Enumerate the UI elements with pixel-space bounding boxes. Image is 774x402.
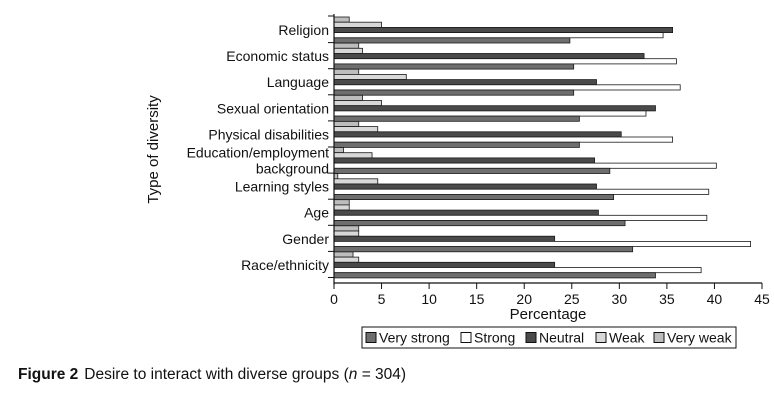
bar-religion-very-strong (333, 37, 571, 44)
bar-sexual-orientation-weak (333, 100, 382, 107)
bar-economic-status-very-strong (333, 63, 575, 70)
bar-language-very-strong (333, 89, 575, 96)
x-tick-label-25: 25 (564, 291, 580, 307)
bar-physical-disabilities-very-weak (333, 121, 360, 128)
bar-gender-neutral (333, 235, 556, 242)
bar-sexual-orientation-strong (333, 110, 647, 117)
category-label-language: Language (267, 74, 330, 90)
category-label-race-ethnicity: Race/ethnicity (241, 257, 329, 273)
x-tick-label-40: 40 (707, 291, 723, 307)
y-axis-title: Type of diversity (145, 95, 162, 204)
bar-economic-status-neutral (333, 53, 645, 60)
bar-economic-status-weak (333, 47, 363, 54)
bar-language-strong (333, 84, 681, 91)
x-tick-label-15: 15 (469, 291, 485, 307)
bar-religion-neutral (333, 26, 673, 33)
legend-label-strong: Strong (474, 330, 515, 346)
category-label-education-employment-background-line-2: background (256, 161, 329, 177)
bar-gender-weak (333, 230, 360, 237)
legend-label-neutral: Neutral (539, 330, 584, 346)
bar-sexual-orientation-very-weak (333, 94, 363, 101)
bar-gender-strong (333, 240, 751, 247)
bar-education-employment-background-very-weak (333, 147, 344, 154)
x-tick-label-20: 20 (516, 291, 532, 307)
category-label-education-employment-background-line-1: Education/employment (187, 145, 330, 161)
bar-race-ethnicity-very-strong (333, 272, 656, 279)
bar-physical-disabilities-neutral (333, 131, 622, 138)
category-label-physical-disabilities: Physical disabilities (208, 126, 329, 142)
bar-economic-status-strong (333, 58, 677, 65)
bar-age-strong (333, 214, 708, 221)
bar-age-very-weak (333, 199, 350, 206)
category-label-age: Age (304, 205, 329, 221)
bar-language-very-weak (333, 68, 360, 75)
legend-swatch-strong (460, 332, 472, 343)
bar-learning-styles-weak (333, 178, 379, 185)
legend-swatch-weak (595, 332, 607, 343)
bar-religion-weak (333, 21, 382, 28)
bar-physical-disabilities-weak (333, 126, 379, 133)
caption-n-variable: n (348, 366, 358, 383)
category-label-economic-status: Economic status (226, 48, 329, 64)
category-label-sexual-orientation: Sexual orientation (217, 100, 329, 116)
legend-swatch-very-weak (653, 332, 665, 343)
x-tick-label-5: 5 (378, 291, 386, 307)
bar-learning-styles-neutral (333, 183, 597, 190)
bar-language-neutral (333, 79, 597, 86)
bar-physical-disabilities-very-strong (333, 141, 580, 148)
bar-learning-styles-very-strong (333, 193, 615, 200)
bar-gender-very-weak (333, 225, 360, 232)
bar-physical-disabilities-strong (333, 136, 673, 143)
legend-swatch-very-strong (365, 332, 377, 343)
legend: Very strong Strong Neutral Weak Very weak (361, 326, 737, 349)
caption-text-after: = 304) (357, 366, 407, 383)
bar-race-ethnicity-strong (333, 267, 702, 274)
category-label-religion: Religion (278, 22, 329, 38)
bar-education-employment-background-strong (333, 162, 717, 169)
x-tick-label-45: 45 (754, 291, 770, 307)
x-tick-label-35: 35 (659, 291, 675, 307)
bar-race-ethnicity-weak (333, 256, 360, 263)
legend-box (361, 326, 737, 349)
bar-education-employment-background-weak (333, 152, 373, 159)
legend-swatch-neutral (525, 332, 537, 343)
bar-language-weak (333, 74, 407, 81)
caption-text-before: Desire to interact with diverse groups ( (84, 366, 349, 383)
bar-age-weak (333, 204, 350, 211)
legend-label-very-strong: Very strong (379, 330, 450, 346)
x-axis-title: Percentage (510, 306, 587, 323)
figure-caption: Figure 2 Desire to interact with diverse … (18, 366, 406, 384)
bar-race-ethnicity-neutral (333, 261, 556, 268)
legend-label-very-weak: Very weak (667, 330, 733, 346)
bar-religion-very-weak (333, 16, 350, 23)
x-tick-label-0: 0 (330, 291, 338, 307)
bar-sexual-orientation-neutral (333, 105, 656, 112)
legend-label-weak: Weak (609, 330, 646, 346)
bar-education-employment-background-very-strong (333, 167, 611, 174)
axes-group (328, 14, 763, 289)
bar-economic-status-very-weak (333, 42, 360, 49)
labels-group: Religion Economic status Language Sexual or… (145, 22, 770, 323)
bar-education-employment-background-neutral (333, 157, 596, 164)
bar-learning-styles-strong (333, 188, 710, 195)
bar-gender-very-strong (333, 246, 634, 253)
bars-group (333, 16, 751, 279)
category-label-learning-styles: Learning styles (235, 179, 329, 195)
bar-race-ethnicity-very-weak (333, 251, 354, 258)
category-label-gender: Gender (282, 231, 329, 247)
bar-religion-strong (333, 32, 664, 39)
bar-age-very-strong (333, 220, 626, 227)
figure-number: Figure 2 (18, 366, 79, 383)
x-tick-label-10: 10 (421, 291, 437, 307)
bar-age-neutral (333, 209, 599, 216)
bar-sexual-orientation-very-strong (333, 115, 580, 122)
x-tick-label-30: 30 (612, 291, 628, 307)
